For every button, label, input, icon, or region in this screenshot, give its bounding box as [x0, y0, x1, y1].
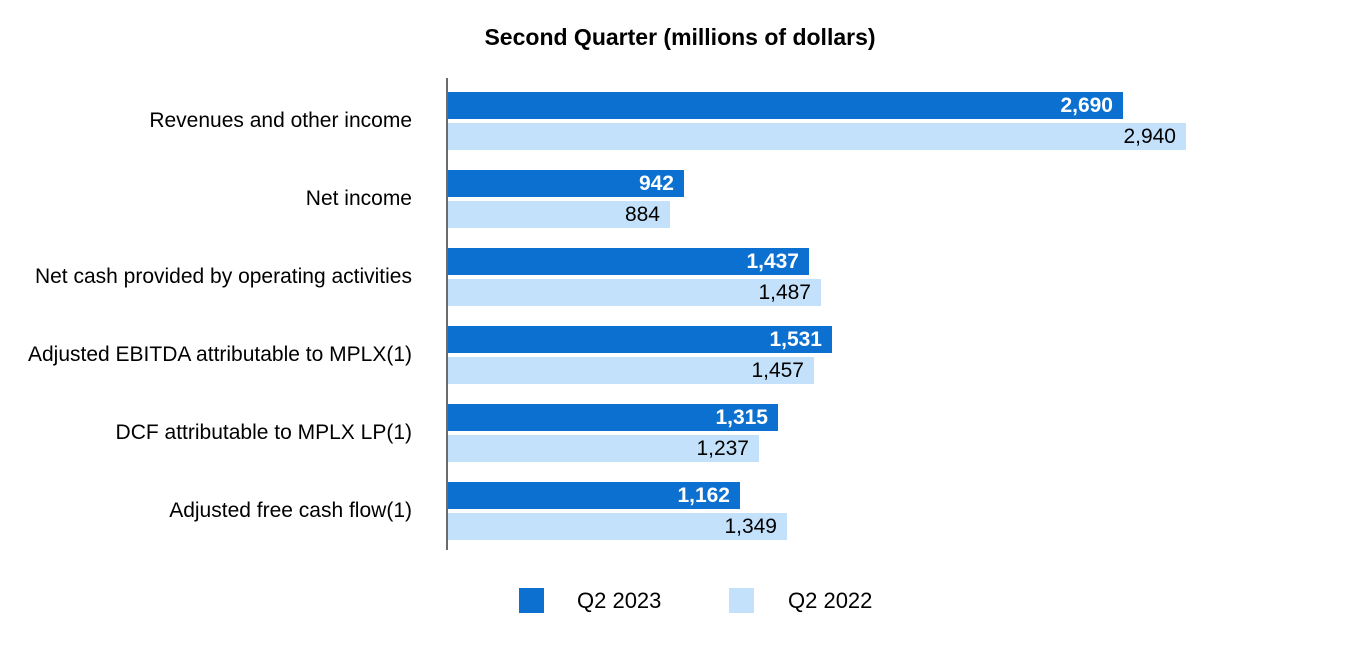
- category-label: Adjusted free cash flow(1): [169, 499, 412, 522]
- value-label-q2-2022: 1,457: [751, 358, 804, 382]
- bar-q2-2022: 1,349: [448, 513, 787, 540]
- category-label: Net cash provided by operating activitie…: [34, 265, 412, 288]
- value-label-q2-2022: 1,349: [724, 514, 777, 538]
- bar-q2-2022: 1,457: [448, 357, 814, 384]
- bar-q2-2022: 2,940: [448, 123, 1186, 150]
- category-group: Revenues and other income 2,690 2,940: [0, 92, 1360, 150]
- value-label-q2-2022: 1,487: [758, 280, 811, 304]
- y-axis-line: [446, 78, 448, 550]
- legend-label-q2-2022: Q2 2022: [788, 588, 873, 613]
- category-label: Revenues and other income: [149, 109, 412, 132]
- value-label-q2-2022: 2,940: [1123, 124, 1176, 148]
- bar-q2-2023: 2,690: [448, 92, 1123, 119]
- chart-title: Second Quarter (millions of dollars): [484, 24, 876, 50]
- value-label-q2-2023: 1,437: [746, 249, 799, 273]
- legend-swatch-q2-2022: [729, 588, 754, 613]
- category-group: Net cash provided by operating activitie…: [0, 248, 1360, 306]
- bar-q2-2023: 1,437: [448, 248, 809, 275]
- legend-label-q2-2023: Q2 2023: [577, 588, 662, 613]
- category-group: DCF attributable to MPLX LP(1) 1,315 1,2…: [0, 404, 1360, 462]
- bar-q2-2023: 942: [448, 170, 684, 197]
- bar-q2-2023: 1,531: [448, 326, 832, 353]
- category-label: Adjusted EBITDA attributable to MPLX(1): [27, 343, 412, 366]
- legend-swatch-q2-2023: [519, 588, 544, 613]
- bar-q2-2022: 1,237: [448, 435, 759, 462]
- category-group: Net income 942 884: [0, 170, 1360, 228]
- value-label-q2-2023: 1,162: [677, 483, 730, 507]
- value-label-q2-2023: 1,315: [715, 405, 768, 429]
- category-group: Adjusted free cash flow(1) 1,162 1,349: [0, 482, 1360, 540]
- bar-q2-2023: 1,162: [448, 482, 740, 509]
- value-label-q2-2022: 884: [624, 202, 660, 226]
- category-group: Adjusted EBITDA attributable to MPLX(1) …: [0, 326, 1360, 384]
- bar-q2-2022: 1,487: [448, 279, 821, 306]
- value-label-q2-2022: 1,237: [696, 436, 749, 460]
- legend: Q2 2023 Q2 2022: [0, 588, 1360, 614]
- value-label-q2-2023: 942: [638, 171, 674, 195]
- bar-q2-2023: 1,315: [448, 404, 778, 431]
- category-label: DCF attributable to MPLX LP(1): [115, 421, 412, 444]
- value-label-q2-2023: 2,690: [1060, 93, 1113, 117]
- bar-q2-2022: 884: [448, 201, 670, 228]
- value-label-q2-2023: 1,531: [769, 327, 822, 351]
- category-label: Net income: [305, 187, 412, 210]
